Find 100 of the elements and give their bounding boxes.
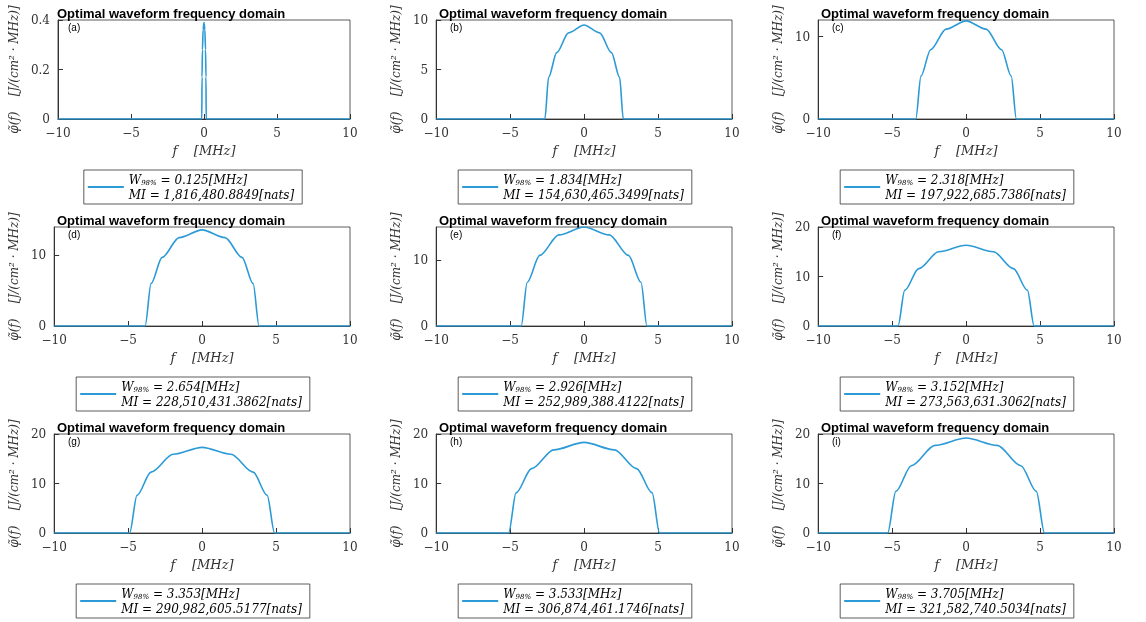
x-tick-label: −5 [501, 126, 519, 140]
chart-title: Optimal waveform frequency domain [57, 213, 286, 228]
x-tick-label: 5 [1036, 540, 1044, 554]
x-tick-label: 10 [1106, 333, 1122, 347]
annotation: (g) [68, 435, 81, 447]
x-tick-label: −10 [805, 540, 831, 554]
y-tick-label: 0.2 [30, 62, 50, 77]
x-tick-label: 10 [724, 126, 740, 140]
y-axis-title: φ̃(f) [J/(cm² · MHz)] [7, 418, 21, 548]
line-series [53, 229, 351, 327]
x-tick-label: 0 [580, 126, 588, 140]
x-tick-label: 0 [198, 333, 206, 347]
x-tick-label: −10 [423, 540, 449, 554]
x-tick-label: 5 [273, 126, 281, 140]
x-tick-label: 10 [342, 126, 358, 140]
x-tick-label: 10 [342, 333, 358, 347]
y-axis-title: φ̃(f) [J/(cm² · MHz)] [771, 4, 785, 134]
y-tick-label: 10 [30, 248, 47, 263]
line-series [57, 21, 351, 120]
chart-title: Optimal waveform frequency domain [821, 6, 1050, 21]
chart-title: Optimal waveform frequency domain [57, 420, 286, 435]
y-tick-label: 10 [30, 476, 47, 491]
y-tick-label: 10 [412, 476, 429, 491]
x-tick-label: 0 [962, 126, 970, 140]
y-axis-title: φ̃(f) [J/(cm² · MHz)] [7, 4, 21, 134]
x-axis-title: f [MHz] [551, 350, 617, 365]
x-tick-label: −5 [119, 333, 137, 347]
x-axis-title: f [MHz] [933, 143, 999, 158]
y-tick-label: 5 [420, 62, 429, 77]
y-axis-title: φ̃(f) [J/(cm² · MHz)] [389, 4, 403, 134]
x-tick-label: 10 [724, 540, 740, 554]
line-series [435, 226, 733, 327]
x-tick-label: −10 [805, 126, 831, 140]
x-tick-label: 0 [580, 540, 588, 554]
x-tick-label: 10 [342, 540, 358, 554]
annotation: (d) [68, 228, 81, 240]
y-tick-label: 10 [794, 29, 811, 44]
y-tick-label: 10 [794, 269, 811, 284]
x-axis-title: f [MHz] [551, 557, 617, 572]
annotation: (a) [68, 21, 81, 33]
y-tick-label: 10 [794, 476, 811, 491]
x-axis-title: f [MHz] [551, 143, 617, 158]
annotation: (e) [450, 228, 463, 240]
y-axis-title: φ̃(f) [J/(cm² · MHz)] [389, 418, 403, 548]
y-tick-label: 10 [412, 253, 429, 267]
y-tick-label: 0 [802, 319, 811, 333]
y-axis-title: φ̃(f) [J/(cm² · MHz)] [7, 211, 21, 341]
x-tick-label: 5 [1036, 126, 1044, 140]
x-tick-label: 0 [580, 333, 588, 347]
x-tick-label: −5 [119, 540, 137, 554]
x-tick-label: −10 [423, 333, 449, 347]
x-tick-label: −10 [423, 126, 449, 140]
x-axis-title: f [MHz] [171, 143, 237, 158]
x-tick-label: −5 [883, 333, 901, 347]
y-tick-label: 0 [420, 319, 429, 333]
y-tick-label: 0 [42, 112, 50, 126]
x-tick-label: 5 [654, 333, 662, 347]
annotation: (h) [450, 435, 463, 447]
chart-title: Optimal waveform frequency domain [821, 213, 1050, 228]
y-axis-title: φ̃(f) [J/(cm² · MHz)] [771, 418, 785, 548]
x-tick-label: 5 [654, 540, 662, 554]
chart-title: Optimal waveform frequency domain [439, 6, 668, 21]
chart-title: Optimal waveform frequency domain [57, 6, 286, 21]
line-series [817, 20, 1115, 120]
x-tick-label: 0 [962, 333, 970, 347]
y-tick-label: 20 [794, 220, 811, 234]
y-tick-label: 0 [420, 112, 429, 126]
x-tick-label: −10 [805, 333, 831, 347]
x-tick-label: 0 [198, 540, 206, 554]
y-tick-label: 0 [802, 112, 811, 126]
y-tick-label: 10 [412, 13, 429, 27]
chart-title: Optimal waveform frequency domain [439, 213, 668, 228]
x-tick-label: 10 [724, 333, 740, 347]
x-tick-label: −10 [41, 333, 67, 347]
y-tick-label: 0.4 [30, 13, 51, 27]
x-tick-label: 5 [272, 333, 280, 347]
annotation: (i) [832, 435, 841, 447]
annotation: (b) [450, 21, 463, 33]
y-tick-label: 0 [802, 526, 811, 540]
y-tick-label: 0 [38, 526, 47, 540]
x-axis-title: f [MHz] [169, 557, 235, 572]
x-tick-label: 5 [654, 126, 662, 140]
y-tick-label: 20 [794, 427, 811, 441]
x-tick-label: −10 [45, 126, 71, 140]
x-tick-label: −5 [501, 333, 519, 347]
x-axis-title: f [MHz] [933, 557, 999, 572]
x-tick-label: 10 [1106, 126, 1122, 140]
x-tick-label: 5 [1036, 333, 1044, 347]
x-tick-label: 5 [272, 540, 280, 554]
y-tick-label: 20 [30, 427, 47, 441]
line-series [817, 437, 1115, 534]
x-tick-label: 0 [962, 540, 970, 554]
annotation: (c) [832, 21, 844, 33]
y-axis-title: φ̃(f) [J/(cm² · MHz)] [389, 211, 403, 341]
x-tick-label: −5 [883, 126, 901, 140]
x-tick-label: −5 [501, 540, 519, 554]
x-axis-title: f [MHz] [933, 350, 999, 365]
x-tick-label: −10 [41, 540, 67, 554]
x-tick-label: −5 [883, 540, 901, 554]
x-axis-title: f [MHz] [169, 350, 235, 365]
